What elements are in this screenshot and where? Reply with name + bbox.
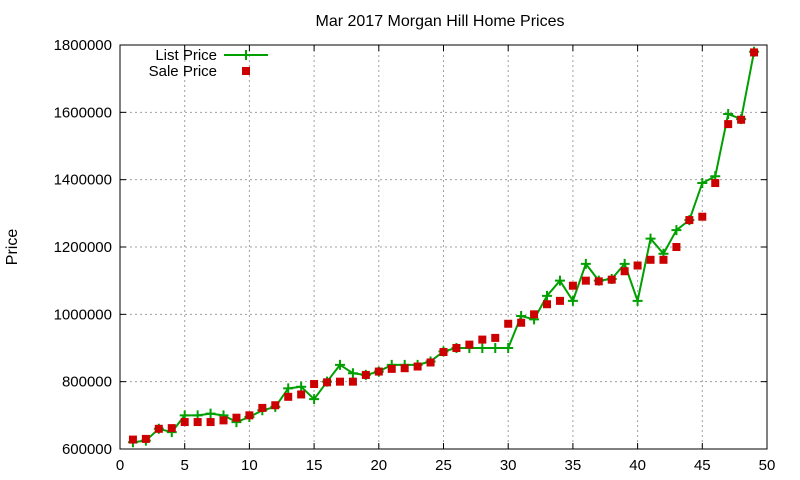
legend-sale-price-label: Sale Price xyxy=(149,63,217,80)
y-tick-label: 1200000 xyxy=(54,239,112,256)
sale-price-point xyxy=(737,115,746,124)
sale-price-point xyxy=(128,435,137,444)
sale-price-point xyxy=(724,120,733,129)
x-tick-label: 50 xyxy=(759,457,776,474)
sale-price-point xyxy=(672,243,681,251)
list-price-point xyxy=(567,295,578,306)
list-price-point xyxy=(503,343,514,353)
list-price-point xyxy=(296,381,307,392)
sale-price-point xyxy=(452,344,461,352)
sale-price-point xyxy=(284,392,293,401)
x-tick-label: 5 xyxy=(181,457,189,474)
sale-price-point xyxy=(581,276,590,285)
x-tick-label: 35 xyxy=(565,457,582,474)
y-tick-label: 1400000 xyxy=(54,172,112,189)
list-price-point xyxy=(723,109,734,120)
sale-price-point xyxy=(530,310,539,319)
legend-sale-price-marker xyxy=(242,67,250,75)
list-price-point xyxy=(580,258,591,269)
x-tick-label: 0 xyxy=(116,457,124,474)
sale-price-point xyxy=(206,418,215,427)
chart-title: Mar 2017 Morgan Hill Home Prices xyxy=(316,13,565,30)
sale-price-point xyxy=(141,434,150,443)
sale-price-point xyxy=(555,296,564,305)
sale-price-point xyxy=(154,424,163,433)
sale-price-point xyxy=(568,281,577,290)
x-axis-ticks: 0 5 10 15 20 25 30 35 40 45 50 xyxy=(116,45,776,474)
list-price-point xyxy=(697,178,708,189)
sale-price-point xyxy=(711,179,720,188)
x-tick-label: 10 xyxy=(241,457,258,474)
x-tick-label: 30 xyxy=(500,457,517,474)
sale-price-point xyxy=(750,48,759,57)
list-price-point xyxy=(477,343,488,353)
list-price-point xyxy=(554,275,565,286)
list-price-point xyxy=(347,368,358,379)
sale-price-point xyxy=(348,377,357,386)
list-price-point xyxy=(334,359,345,370)
sale-price-point xyxy=(465,340,474,349)
sale-price-point xyxy=(491,333,500,342)
sale-price-point xyxy=(258,403,267,412)
x-tick-label: 20 xyxy=(370,457,387,474)
y-tick-label: 1800000 xyxy=(54,37,112,54)
sale-price-point xyxy=(310,380,319,389)
x-tick-label: 25 xyxy=(435,457,452,474)
sale-price-point xyxy=(517,318,526,327)
sale-price-point xyxy=(594,277,603,286)
sale-price-point xyxy=(232,413,241,422)
grid-lines xyxy=(120,45,767,449)
series-layer xyxy=(127,46,760,448)
sale-price-point xyxy=(361,370,370,379)
sale-price-point xyxy=(607,275,616,284)
sale-price-point xyxy=(478,335,487,344)
sale-price-point xyxy=(271,401,280,410)
list-price-point xyxy=(671,225,682,236)
list-price-point xyxy=(205,408,216,419)
sale-price-point xyxy=(180,418,189,427)
sale-price-point xyxy=(387,364,396,373)
sale-price-point xyxy=(543,300,552,309)
sale-price-point xyxy=(659,255,668,264)
list-price-point xyxy=(632,295,643,306)
legend: List Price Sale Price xyxy=(149,47,268,80)
list-price-point xyxy=(619,258,630,269)
y-axis-ticks: 600000 800000 1000000 1200000 1400000 1600000… xyxy=(54,37,767,458)
x-tick-label: 40 xyxy=(629,457,646,474)
sale-price-point xyxy=(698,212,707,221)
list-price-point xyxy=(309,394,320,405)
legend-list-price-marker xyxy=(241,50,251,60)
sale-price-point xyxy=(219,416,228,425)
y-axis-label: Price xyxy=(4,229,21,266)
plot-frame xyxy=(119,44,768,450)
sale-price-point xyxy=(323,378,332,387)
sale-price-point xyxy=(685,216,694,225)
list-price-point xyxy=(542,290,553,301)
list-price-point xyxy=(490,343,501,353)
list-price-point xyxy=(645,233,656,244)
sale-price-point xyxy=(167,424,176,433)
sale-price-point xyxy=(426,358,435,367)
sale-price-point xyxy=(245,411,254,420)
sale-price-point xyxy=(193,418,202,427)
y-tick-label: 800000 xyxy=(62,374,112,391)
x-tick-label: 15 xyxy=(306,457,323,474)
sale-price-point xyxy=(646,255,655,264)
y-tick-label: 1000000 xyxy=(54,306,112,323)
y-tick-label: 600000 xyxy=(62,441,112,458)
sale-price-point xyxy=(633,261,642,270)
sale-price-point xyxy=(374,367,383,376)
list-price-point xyxy=(283,383,294,394)
sale-price-point xyxy=(400,364,409,373)
sale-price-point xyxy=(439,348,448,357)
sale-price-point xyxy=(335,377,344,386)
sale-price-point xyxy=(413,362,422,371)
x-tick-label: 45 xyxy=(694,457,711,474)
y-tick-label: 1600000 xyxy=(54,104,112,121)
sale-price-point xyxy=(297,390,306,399)
sale-price-point xyxy=(504,319,513,328)
legend-list-price-label: List Price xyxy=(155,47,217,64)
sale-price-point xyxy=(620,267,629,276)
